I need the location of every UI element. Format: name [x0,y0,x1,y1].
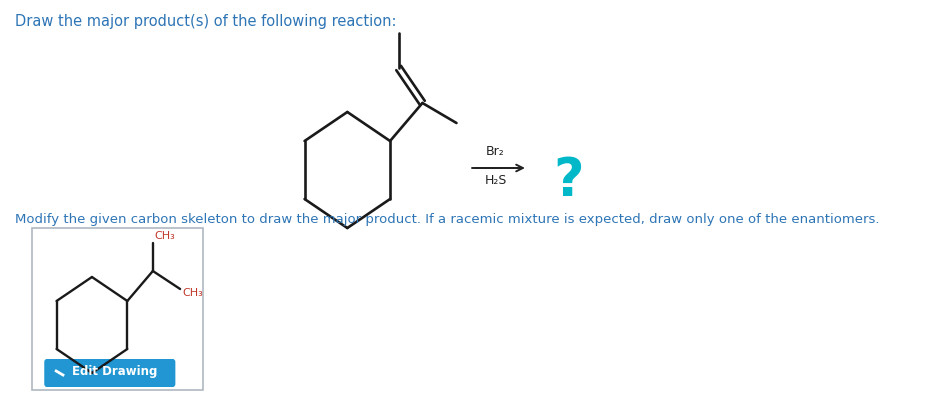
FancyBboxPatch shape [32,228,203,390]
Text: Edit Drawing: Edit Drawing [72,365,158,378]
Text: ?: ? [553,155,584,207]
Text: Draw the major product(s) of the following reaction:: Draw the major product(s) of the followi… [15,14,397,29]
Text: Modify the given carbon skeleton to draw the major product. If a racemic mixture: Modify the given carbon skeleton to draw… [15,213,880,226]
Text: H₂S: H₂S [484,174,507,187]
Text: Br₂: Br₂ [486,145,505,158]
Text: CH₃: CH₃ [183,288,204,298]
FancyBboxPatch shape [45,359,175,387]
Text: CH₃: CH₃ [155,231,175,241]
